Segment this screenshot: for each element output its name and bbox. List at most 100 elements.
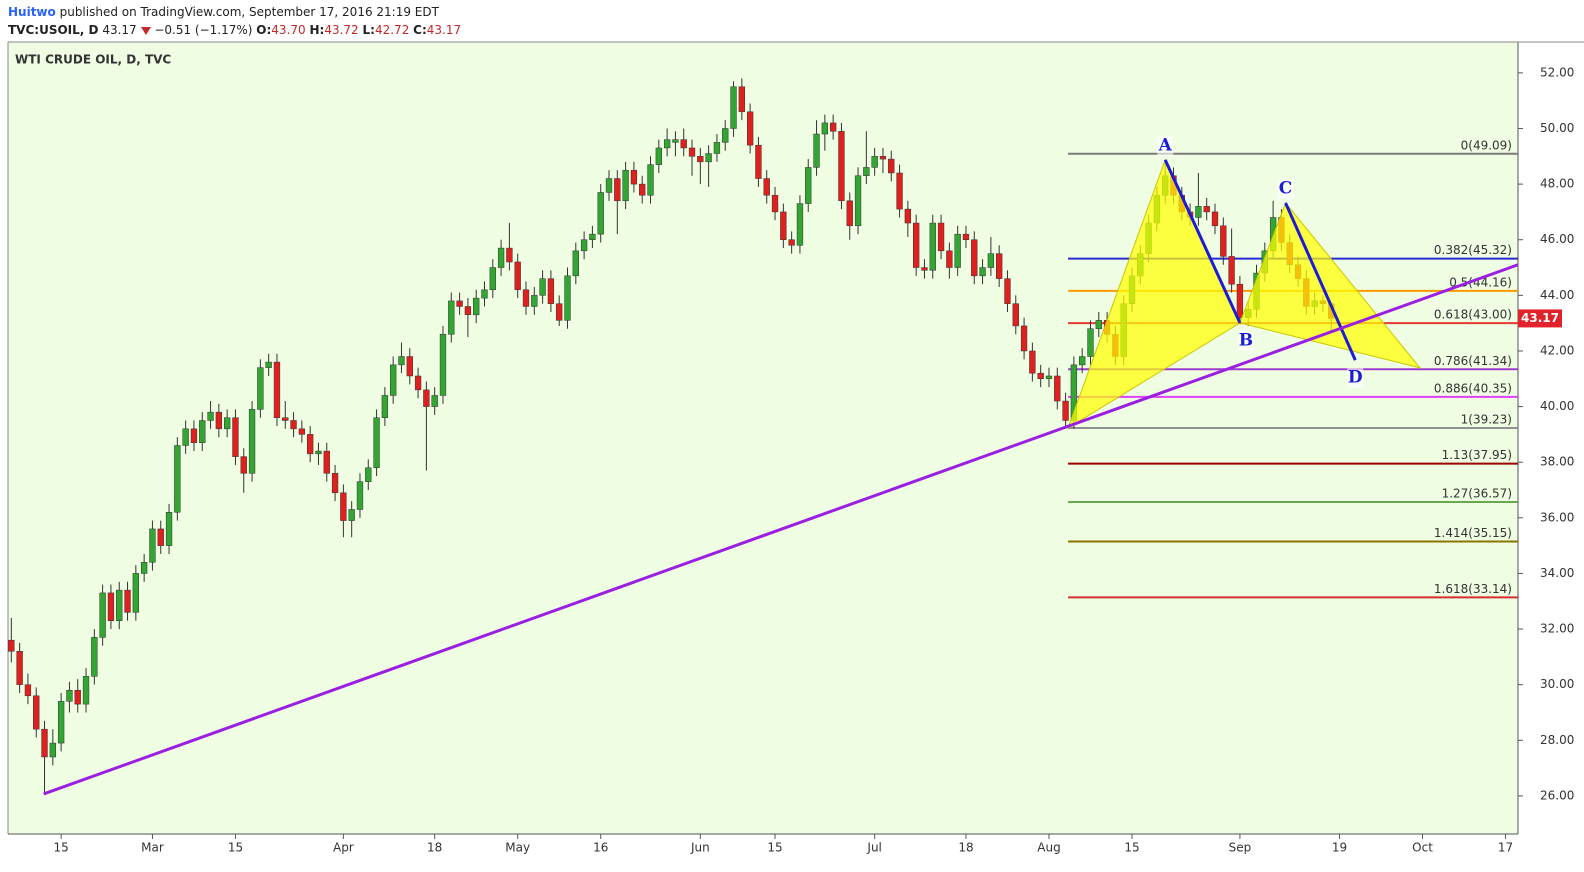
candle-body [182, 428, 189, 446]
candle-body [215, 411, 223, 430]
candle-body [589, 233, 596, 240]
fib-label: 0.786(41.34) [1434, 354, 1512, 368]
candle-body [340, 492, 347, 521]
candle-body [688, 147, 696, 157]
candle-body [821, 122, 828, 135]
candle-body [41, 728, 48, 758]
candle-body [473, 297, 480, 316]
ohlc-value: 43.70 [271, 23, 306, 37]
pattern-triangle [1239, 202, 1422, 369]
author[interactable]: Huitwo [8, 5, 56, 19]
candle-body [8, 639, 15, 652]
ohlc-key: O: [256, 23, 272, 37]
candle-body [1087, 328, 1094, 357]
candle-body [614, 178, 621, 202]
candle-body [838, 131, 845, 202]
y-tick-label: 40.00 [1540, 399, 1574, 413]
candle-body [763, 178, 770, 196]
candle-body [223, 417, 231, 430]
byline-row: Huitwo published on TradingView.com, Sep… [8, 3, 461, 21]
candle-body [348, 509, 355, 521]
x-tick-label: May [505, 841, 530, 855]
candle-body [157, 528, 164, 546]
candle-body [979, 267, 986, 277]
candle-body [398, 356, 405, 366]
candle-body [74, 689, 81, 705]
candle-body [423, 389, 430, 407]
fib-label: 0.618(43.00) [1434, 308, 1512, 322]
header: Huitwo published on TradingView.com, Sep… [8, 3, 461, 39]
ohlc-key: C: [413, 23, 427, 37]
y-tick-label: 50.00 [1540, 121, 1574, 135]
candle-body [448, 300, 455, 335]
candle-body [871, 156, 878, 168]
candle-body [622, 169, 629, 202]
fib-label: 0.5(44.16) [1449, 275, 1512, 289]
candle-body [390, 364, 397, 396]
candle-body [464, 306, 472, 316]
y-tick-label: 52.00 [1540, 65, 1574, 79]
candle-body [373, 417, 380, 469]
candle-body [66, 689, 73, 702]
fib-label: 0(49.09) [1461, 138, 1512, 152]
candle-body [556, 303, 563, 321]
candle-body [780, 211, 787, 240]
x-tick-label: 18 [958, 841, 973, 855]
x-tick-label: 18 [427, 841, 442, 855]
x-tick-label: Sep [1229, 841, 1252, 855]
candle-body [406, 356, 413, 377]
y-tick-label: 46.00 [1540, 232, 1574, 246]
chart-title: WTI CRUDE OIL, D, TVC [15, 53, 171, 67]
candle-body [290, 420, 297, 430]
candle-body [1095, 320, 1102, 329]
candle-body [165, 512, 173, 546]
candle-body [132, 573, 139, 613]
pattern-label: A [1158, 135, 1173, 155]
candle-body [738, 86, 745, 113]
candle-body [91, 637, 98, 677]
candle-body [904, 208, 912, 224]
x-tick-label: 19 [1332, 841, 1347, 855]
candle-body [564, 275, 571, 321]
fib-label: 0.382(45.32) [1434, 243, 1512, 257]
candle-body [1054, 375, 1061, 402]
candle-body [1029, 350, 1036, 374]
fib-label: 1.13(37.95) [1442, 448, 1512, 462]
candle-body [796, 203, 804, 246]
candle-body [265, 361, 272, 368]
candle-body [730, 86, 737, 129]
last-price-tag [1518, 309, 1562, 328]
candle-body [921, 267, 928, 271]
candle-body [99, 592, 106, 638]
candle-body [1012, 303, 1019, 327]
candle-body [746, 111, 754, 146]
candle-body [149, 528, 156, 563]
y-tick-label: 48.00 [1540, 177, 1574, 191]
candle-body [497, 247, 505, 268]
candle-body [1079, 356, 1086, 366]
candle-body [273, 361, 281, 418]
candle-body [971, 239, 978, 277]
candle-body [639, 183, 646, 196]
candle-body [913, 222, 920, 268]
pattern-label: B [1239, 330, 1253, 350]
candle-body [1220, 225, 1227, 257]
candle-body [298, 428, 306, 435]
candle-body [49, 742, 56, 758]
x-tick-label: 15 [228, 841, 243, 855]
candle-body [489, 267, 496, 291]
y-tick-label: 30.00 [1540, 677, 1574, 691]
candle-body [630, 169, 638, 185]
candle-body [365, 467, 372, 482]
candle-body [655, 147, 662, 165]
fib-label: 1.27(36.57) [1442, 486, 1512, 500]
ohlc-value: 42.72 [374, 23, 410, 37]
fib-label: 1.414(35.15) [1434, 526, 1512, 540]
candle-body [240, 456, 247, 474]
candle-body [755, 144, 762, 179]
candle-body [315, 450, 322, 455]
candle-body [863, 167, 870, 177]
ohlc-value: 43.17 [426, 23, 462, 37]
candle-body [140, 562, 148, 574]
